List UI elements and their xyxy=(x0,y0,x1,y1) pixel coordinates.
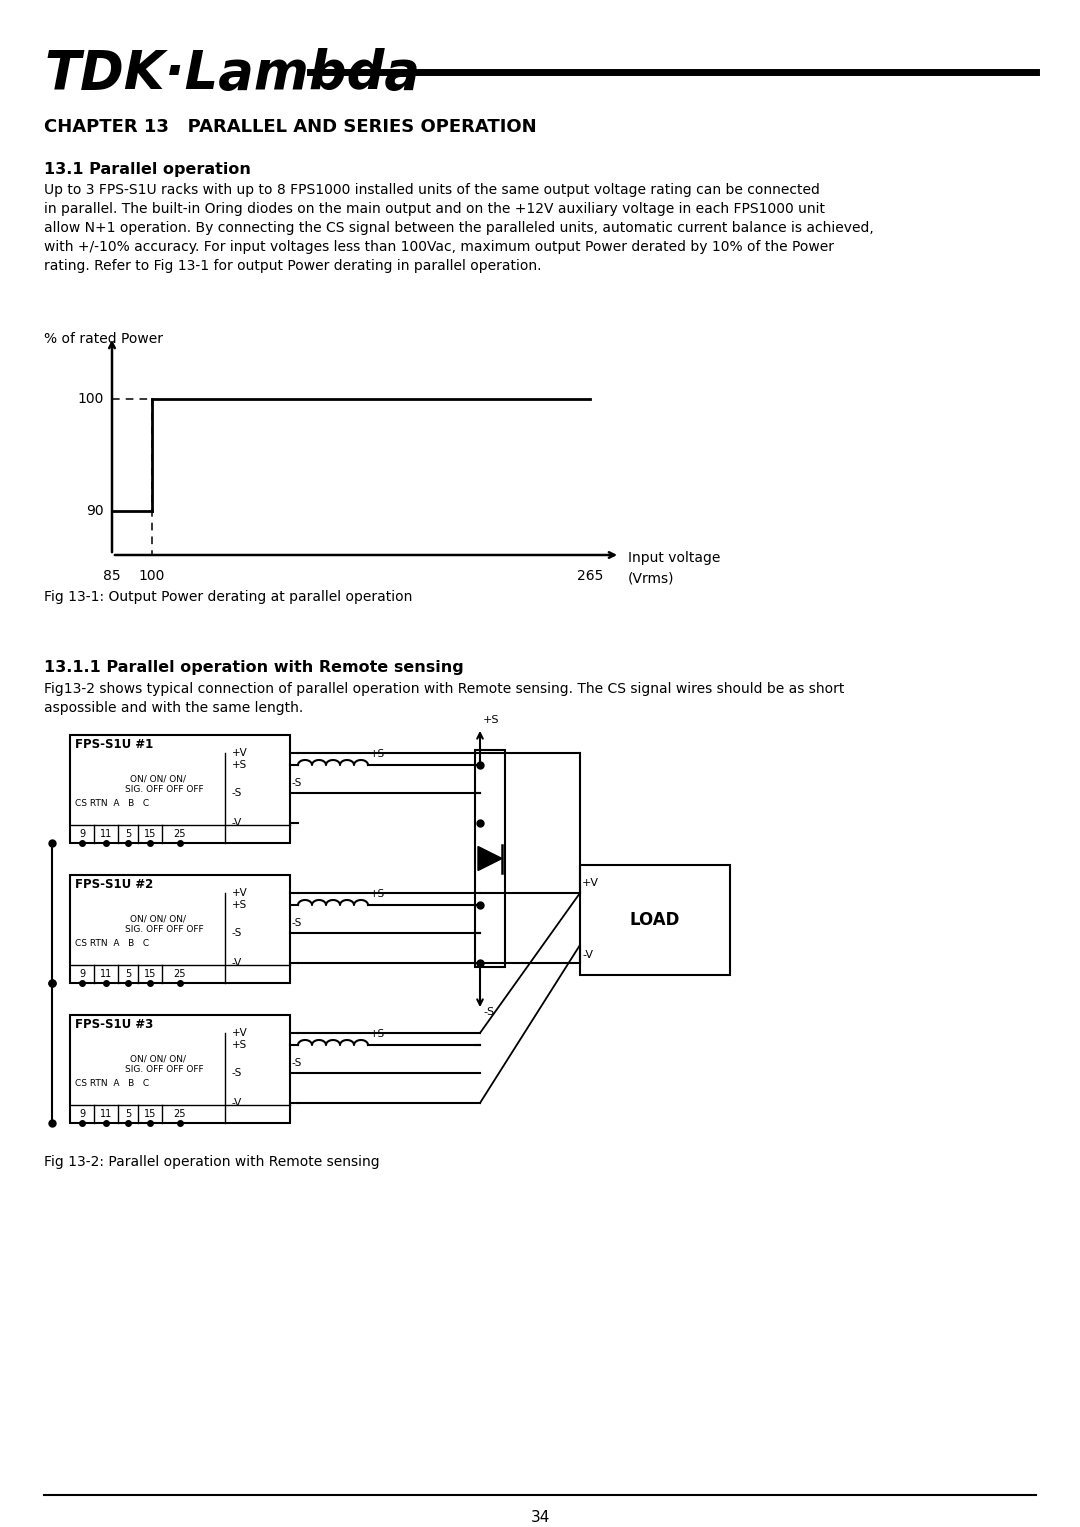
Text: 9: 9 xyxy=(79,1109,85,1119)
Text: 25: 25 xyxy=(174,970,186,979)
Bar xyxy=(70,734,291,843)
Text: Fig 13-2: Parallel operation with Remote sensing: Fig 13-2: Parallel operation with Remote… xyxy=(44,1154,380,1170)
Text: ON/ ON/ ON/: ON/ ON/ ON/ xyxy=(130,774,186,783)
Text: % of rated Power: % of rated Power xyxy=(44,331,163,347)
Text: 34: 34 xyxy=(530,1510,550,1525)
Text: +V: +V xyxy=(232,1028,247,1038)
Text: -S: -S xyxy=(483,1006,495,1017)
Text: 13.1.1 Parallel operation with Remote sensing: 13.1.1 Parallel operation with Remote se… xyxy=(44,660,463,675)
Text: -V: -V xyxy=(232,818,242,828)
Text: +S: +S xyxy=(370,1029,386,1038)
Text: 5: 5 xyxy=(125,1109,131,1119)
Text: 265: 265 xyxy=(577,570,604,583)
Text: rating. Refer to Fig 13-1 for output Power derating in parallel operation.: rating. Refer to Fig 13-1 for output Pow… xyxy=(44,260,541,273)
Bar xyxy=(475,750,505,967)
Text: 25: 25 xyxy=(174,829,186,838)
Text: SIG. OFF OFF OFF: SIG. OFF OFF OFF xyxy=(125,785,204,794)
Text: SIG. OFF OFF OFF: SIG. OFF OFF OFF xyxy=(125,1066,204,1075)
Text: 100: 100 xyxy=(78,392,104,406)
Text: 5: 5 xyxy=(125,970,131,979)
Text: CS RTN  A   B   C: CS RTN A B C xyxy=(75,1078,149,1087)
Text: allow N+1 operation. By connecting the CS signal between the paralleled units, a: allow N+1 operation. By connecting the C… xyxy=(44,221,874,235)
Text: 15: 15 xyxy=(144,829,157,838)
Text: (Vrms): (Vrms) xyxy=(627,571,675,585)
Polygon shape xyxy=(478,846,502,870)
Text: -S: -S xyxy=(292,1058,302,1067)
Text: aspossible and with the same length.: aspossible and with the same length. xyxy=(44,701,303,715)
Text: 13.1 Parallel operation: 13.1 Parallel operation xyxy=(44,162,251,177)
Text: -V: -V xyxy=(582,950,593,960)
Text: +V: +V xyxy=(232,889,247,898)
Text: CS RTN  A   B   C: CS RTN A B C xyxy=(75,799,149,808)
Text: -S: -S xyxy=(232,788,242,799)
Text: Fig13-2 shows typical connection of parallel operation with Remote sensing. The : Fig13-2 shows typical connection of para… xyxy=(44,683,845,696)
Text: FPS-S1U #2: FPS-S1U #2 xyxy=(75,878,153,890)
Text: +S: +S xyxy=(483,715,499,725)
Text: +V: +V xyxy=(232,748,247,757)
Text: +S: +S xyxy=(232,1040,247,1051)
Text: Fig 13-1: Output Power derating at parallel operation: Fig 13-1: Output Power derating at paral… xyxy=(44,589,413,605)
Text: 5: 5 xyxy=(125,829,131,838)
Text: Up to 3 FPS-S1U racks with up to 8 FPS1000 installed units of the same output vo: Up to 3 FPS-S1U racks with up to 8 FPS10… xyxy=(44,183,820,197)
Text: ON/ ON/ ON/: ON/ ON/ ON/ xyxy=(130,915,186,924)
Text: 15: 15 xyxy=(144,970,157,979)
Text: SIG. OFF OFF OFF: SIG. OFF OFF OFF xyxy=(125,925,204,935)
Text: 9: 9 xyxy=(79,970,85,979)
Text: +S: +S xyxy=(370,750,386,759)
Text: -V: -V xyxy=(232,957,242,968)
Text: TDK·Lambda: TDK·Lambda xyxy=(44,47,420,99)
Text: 90: 90 xyxy=(86,504,104,518)
Text: 9: 9 xyxy=(79,829,85,838)
Text: -S: -S xyxy=(232,1067,242,1078)
Text: -S: -S xyxy=(292,777,302,788)
Bar xyxy=(70,875,291,983)
Text: 11: 11 xyxy=(99,1109,112,1119)
Text: CHAPTER 13   PARALLEL AND SERIES OPERATION: CHAPTER 13 PARALLEL AND SERIES OPERATION xyxy=(44,118,537,136)
Text: 85: 85 xyxy=(104,570,121,583)
Text: -S: -S xyxy=(292,918,302,928)
Text: FPS-S1U #1: FPS-S1U #1 xyxy=(75,738,153,751)
Text: 100: 100 xyxy=(138,570,165,583)
Text: 15: 15 xyxy=(144,1109,157,1119)
Text: -S: -S xyxy=(232,928,242,938)
Text: LOAD: LOAD xyxy=(630,912,680,928)
Text: FPS-S1U #3: FPS-S1U #3 xyxy=(75,1019,153,1031)
Text: -V: -V xyxy=(232,1098,242,1109)
Text: in parallel. The built-in Oring diodes on the main output and on the +12V auxili: in parallel. The built-in Oring diodes o… xyxy=(44,202,825,215)
Text: with +/-10% accuracy. For input voltages less than 100Vac, maximum output Power : with +/-10% accuracy. For input voltages… xyxy=(44,240,834,253)
Text: 11: 11 xyxy=(99,970,112,979)
Bar xyxy=(580,864,730,976)
Text: CS RTN  A   B   C: CS RTN A B C xyxy=(75,939,149,947)
Text: +S: +S xyxy=(370,889,386,899)
Text: Input voltage: Input voltage xyxy=(627,551,720,565)
Text: +V: +V xyxy=(582,878,599,889)
Text: +S: +S xyxy=(232,899,247,910)
Text: ON/ ON/ ON/: ON/ ON/ ON/ xyxy=(130,1055,186,1063)
Text: +S: +S xyxy=(232,760,247,770)
Bar xyxy=(70,1015,291,1122)
Text: 25: 25 xyxy=(174,1109,186,1119)
Text: 11: 11 xyxy=(99,829,112,838)
